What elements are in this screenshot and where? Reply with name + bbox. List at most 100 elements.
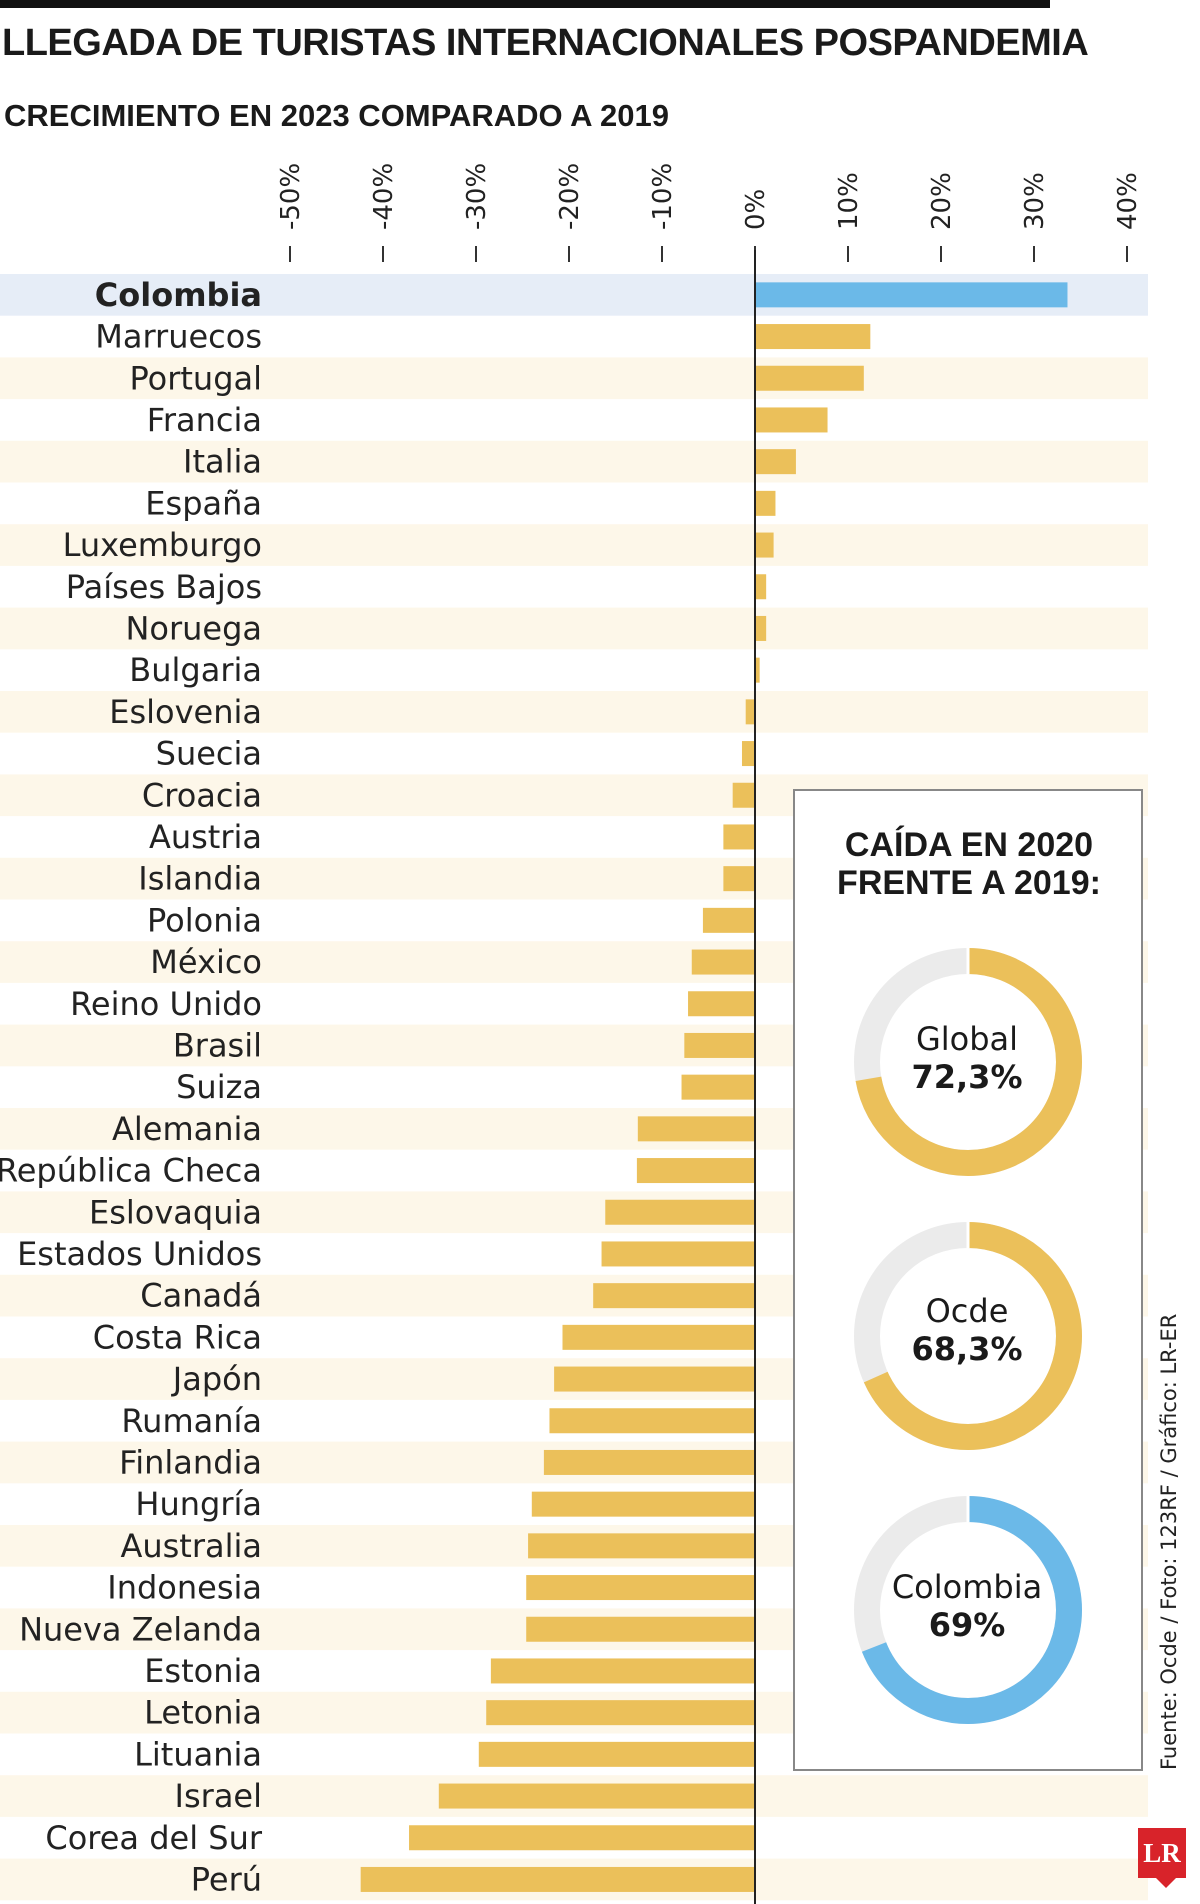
- bar-costa-rica: [562, 1324, 755, 1350]
- donut-charts: [854, 948, 1082, 1724]
- donut-global: [854, 948, 1082, 1176]
- bar-hungría: [531, 1491, 755, 1517]
- category-label: Estonia: [144, 1652, 262, 1690]
- category-label: Francia: [147, 401, 262, 439]
- category-label: Polonia: [147, 901, 262, 939]
- x-tick-label: 10%: [834, 172, 864, 230]
- donut-ocde: [854, 1222, 1082, 1450]
- donut-colombia: [854, 1496, 1082, 1724]
- category-label: Letonia: [144, 1694, 262, 1732]
- bar-austria: [723, 824, 755, 850]
- bar-indonesia: [526, 1575, 755, 1601]
- bar-islandia: [723, 866, 755, 892]
- x-axis-ticks: -50% -40% -30% -20% -10% 0% 10% 20% 30% 40%: [276, 163, 1143, 262]
- row-stripe: [0, 524, 1148, 566]
- category-label: Nueva Zelanda: [19, 1610, 262, 1648]
- category-label: Croacia: [142, 776, 262, 814]
- bar-suecia: [741, 741, 755, 767]
- category-label: Italia: [183, 443, 262, 481]
- category-label: Perú: [191, 1860, 262, 1898]
- bar-portugal: [755, 365, 864, 391]
- bar-canadá: [593, 1283, 755, 1309]
- bar-rumanía: [549, 1408, 755, 1434]
- bar-estonia: [490, 1658, 755, 1684]
- bar-eslovaquia: [605, 1199, 755, 1225]
- category-label: Noruega: [125, 609, 262, 647]
- bar-corea-del-sur: [409, 1825, 755, 1851]
- category-label: Eslovenia: [109, 693, 262, 731]
- bar-españa: [755, 490, 776, 516]
- bar-japón: [554, 1366, 755, 1392]
- bar-eslovenia: [745, 699, 755, 725]
- x-tick-label: 20%: [927, 172, 957, 230]
- inset-title-line2: FRENTE A 2019:: [837, 864, 1101, 902]
- category-label: Japón: [171, 1360, 262, 1398]
- bar-países-bajos: [755, 574, 767, 600]
- category-label: Suecia: [156, 735, 262, 773]
- bar-polonia: [702, 907, 755, 933]
- row-stripe: [0, 691, 1148, 733]
- category-label: Finlandia: [119, 1443, 262, 1481]
- bar-brasil: [684, 1032, 755, 1058]
- bar-colombia: [755, 282, 1068, 308]
- bar-estados-unidos: [601, 1241, 755, 1267]
- category-label: Brasil: [173, 1026, 262, 1064]
- category-label: Austria: [149, 818, 262, 856]
- x-tick-label: 30%: [1020, 172, 1050, 230]
- bar-letonia: [486, 1700, 755, 1726]
- top-rule: [0, 0, 1050, 8]
- donut-value: 69%: [928, 1606, 1006, 1644]
- donut-label-global: Global 72,3%: [867, 1020, 1067, 1096]
- category-label: Bulgaria: [129, 651, 262, 689]
- bar-finlandia: [543, 1449, 755, 1475]
- category-label: Alemania: [112, 1110, 262, 1148]
- bar-croacia: [732, 782, 755, 808]
- x-tick-label: -50%: [276, 163, 306, 230]
- category-label: Luxemburgo: [63, 526, 262, 564]
- category-label: Islandia: [138, 860, 262, 898]
- bar-reino-unido: [688, 991, 755, 1017]
- x-tick-label: -40%: [369, 163, 399, 230]
- bar-lituania: [478, 1741, 755, 1767]
- bar-perú: [360, 1866, 755, 1892]
- bar-francia: [755, 407, 828, 433]
- category-label: Israel: [175, 1777, 262, 1815]
- bar-alemania: [637, 1116, 755, 1142]
- category-label: Canadá: [140, 1277, 262, 1315]
- donut-label-ocde: Ocde 68,3%: [867, 1292, 1067, 1368]
- donut-value: 72,3%: [911, 1058, 1023, 1096]
- category-label: Rumanía: [121, 1402, 262, 1440]
- category-label: República Checa: [0, 1152, 262, 1190]
- bar-luxemburgo: [755, 532, 774, 558]
- category-label: México: [150, 943, 262, 981]
- category-label: Indonesia: [107, 1569, 262, 1607]
- x-tick-label: 0%: [741, 189, 771, 230]
- chart-subtitle: CRECIMIENTO EN 2023 COMPARADO A 2019: [4, 98, 669, 133]
- inset-title-line1: CAÍDA EN 2020: [844, 826, 1094, 864]
- donut-label-colombia: Colombia 69%: [867, 1568, 1067, 1644]
- x-tick-label: -30%: [462, 163, 492, 230]
- bar-bulgaria: [755, 657, 760, 683]
- bar-suiza: [681, 1074, 755, 1100]
- bar-australia: [528, 1533, 755, 1559]
- donut-name: Ocde: [925, 1292, 1009, 1330]
- category-label: Reino Unido: [70, 985, 262, 1023]
- inset-title: CAÍDA EN 2020 FRENTE A 2019:: [795, 826, 1143, 902]
- lr-logo: LR: [1138, 1828, 1186, 1878]
- category-label: Suiza: [176, 1068, 262, 1106]
- bar-noruega: [755, 615, 767, 641]
- row-stripe: [0, 607, 1148, 650]
- bars: [360, 282, 1068, 1892]
- bar-méxico: [691, 949, 755, 975]
- category-label: Lituania: [134, 1735, 262, 1773]
- row-stripe: [0, 440, 1148, 483]
- category-label: Portugal: [129, 359, 262, 397]
- donut-name: Colombia: [891, 1568, 1043, 1606]
- category-label: Eslovaquia: [89, 1193, 262, 1231]
- category-label: Australia: [120, 1527, 262, 1565]
- category-label: España: [145, 484, 262, 522]
- bar-nueva-zelanda: [526, 1616, 755, 1642]
- bar-marruecos: [755, 324, 871, 350]
- donut-name: Global: [915, 1020, 1019, 1058]
- category-labels: ColombiaMarruecosPortugalFranciaItaliaEs…: [0, 276, 263, 1899]
